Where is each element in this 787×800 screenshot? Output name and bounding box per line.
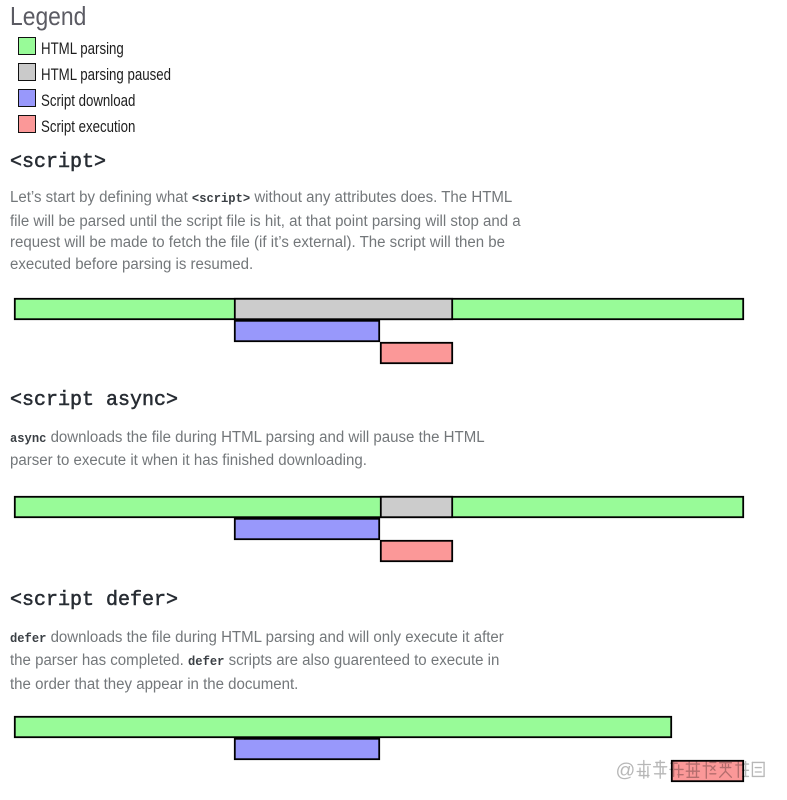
svg-text:@: @	[616, 760, 636, 782]
